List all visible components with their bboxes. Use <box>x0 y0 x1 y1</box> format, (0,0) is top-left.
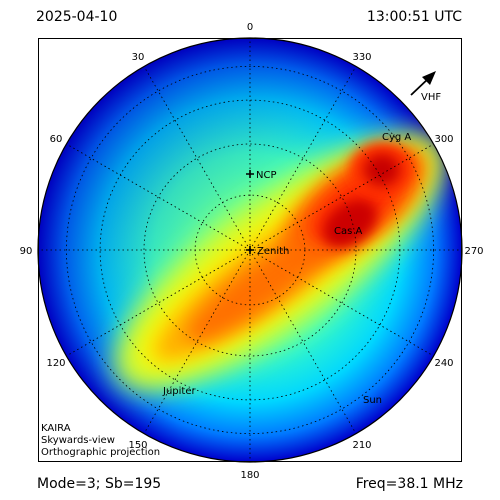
altitude-ring <box>143 143 357 357</box>
source-label-cas-a: Cas A <box>334 226 362 237</box>
info-line-projection: Orthographic projection <box>41 447 161 458</box>
azimuth-spoke <box>249 143 434 251</box>
ncp-marker: NCP <box>246 170 277 181</box>
plot-frame <box>38 38 462 462</box>
azimuth-label-180: 180 <box>240 470 259 481</box>
source-label-zenith: Zenith <box>257 246 289 257</box>
azimuth-labels: 0 30 60 90 120 150 180 210 240 270 300 330 <box>20 22 484 481</box>
frequency-readout: Freq=38.1 MHz <box>355 476 463 492</box>
azimuth-label-210: 210 <box>352 440 371 451</box>
azimuth-label-60: 60 <box>50 134 63 145</box>
azimuth-label-0: 0 <box>247 22 253 33</box>
azimuth-spoke <box>66 249 251 357</box>
observation-time: 13:00:51 UTC <box>366 9 462 25</box>
azimuth-spoke <box>143 66 251 251</box>
observation-date: 2025-04-10 <box>36 9 118 25</box>
info-line-station: KAIRA <box>41 423 71 434</box>
source-label-jupiter: Jupiter <box>162 386 196 397</box>
coordinate-grid <box>38 38 462 462</box>
azimuth-label-300: 300 <box>434 134 453 145</box>
azimuth-label-120: 120 <box>46 358 65 369</box>
azimuth-label-270: 270 <box>464 246 483 257</box>
source-label-ncp: NCP <box>256 170 277 181</box>
azimuth-spoke <box>66 143 251 251</box>
arrow-icon <box>410 71 436 96</box>
azimuth-label-240: 240 <box>434 358 453 369</box>
azimuth-label-330: 330 <box>352 52 371 63</box>
altitude-ring <box>65 65 435 435</box>
azimuth-spoke <box>143 249 251 434</box>
azimuth-label-30: 30 <box>132 52 145 63</box>
vhf-label: VHF <box>421 92 441 103</box>
azimuth-spoke <box>249 249 434 357</box>
mode-readout: Mode=3; Sb=195 <box>37 476 162 492</box>
zenith-marker: Zenith <box>246 246 289 257</box>
azimuth-spoke <box>249 249 357 434</box>
azimuth-label-90: 90 <box>20 246 33 257</box>
source-label-cyg-a: Cyg A <box>382 132 411 143</box>
azimuth-label-150: 150 <box>128 440 147 451</box>
source-label-sun: Sun <box>363 395 382 406</box>
azimuth-spoke <box>249 66 357 251</box>
info-line-view: Skywards-view <box>41 435 115 446</box>
